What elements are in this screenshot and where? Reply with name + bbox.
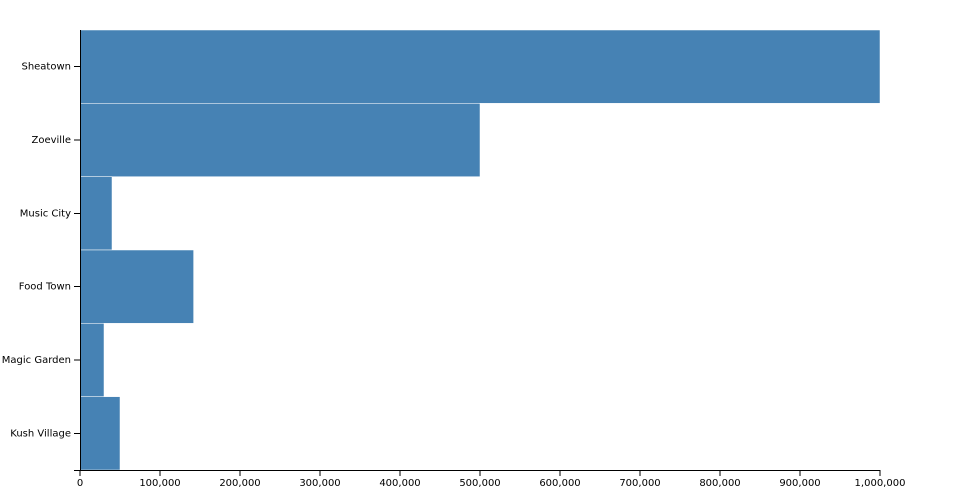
- x-tick-label: 1,000,000: [855, 478, 906, 489]
- x-tick-label: 100,000: [139, 478, 180, 489]
- x-tick-label: 200,000: [219, 478, 260, 489]
- y-tick-label: Zoeville: [31, 135, 71, 146]
- y-axis: Sheatown Zoeville Music City Food Town Magic…: [2, 30, 81, 470]
- bars-layer: [79, 29, 881, 471]
- x-tick-label: 900,000: [779, 478, 820, 489]
- x-axis: 0 100,000 200,000 300,000 400,000 500,000 600,…: [74, 470, 905, 489]
- y-tick-label: Food Town: [19, 282, 71, 293]
- x-tick-label: 0: [77, 478, 83, 489]
- y-tick-label: Sheatown: [21, 62, 71, 73]
- x-tick-label: 800,000: [699, 478, 740, 489]
- bar: [79, 103, 481, 177]
- bar: [79, 396, 121, 471]
- x-tick-label: 300,000: [299, 478, 340, 489]
- y-tick-label: Magic Garden: [2, 355, 71, 366]
- x-tick-label: 600,000: [539, 478, 580, 489]
- y-tick-label: Kush Village: [10, 428, 71, 439]
- y-tick-label: Music City: [20, 208, 71, 219]
- bar: [79, 29, 881, 104]
- x-tick-label: 700,000: [619, 478, 660, 489]
- x-tick-label: 400,000: [379, 478, 420, 489]
- bar: [79, 323, 105, 397]
- bar: [79, 249, 194, 324]
- x-tick-label: 500,000: [459, 478, 500, 489]
- bar: [79, 176, 113, 251]
